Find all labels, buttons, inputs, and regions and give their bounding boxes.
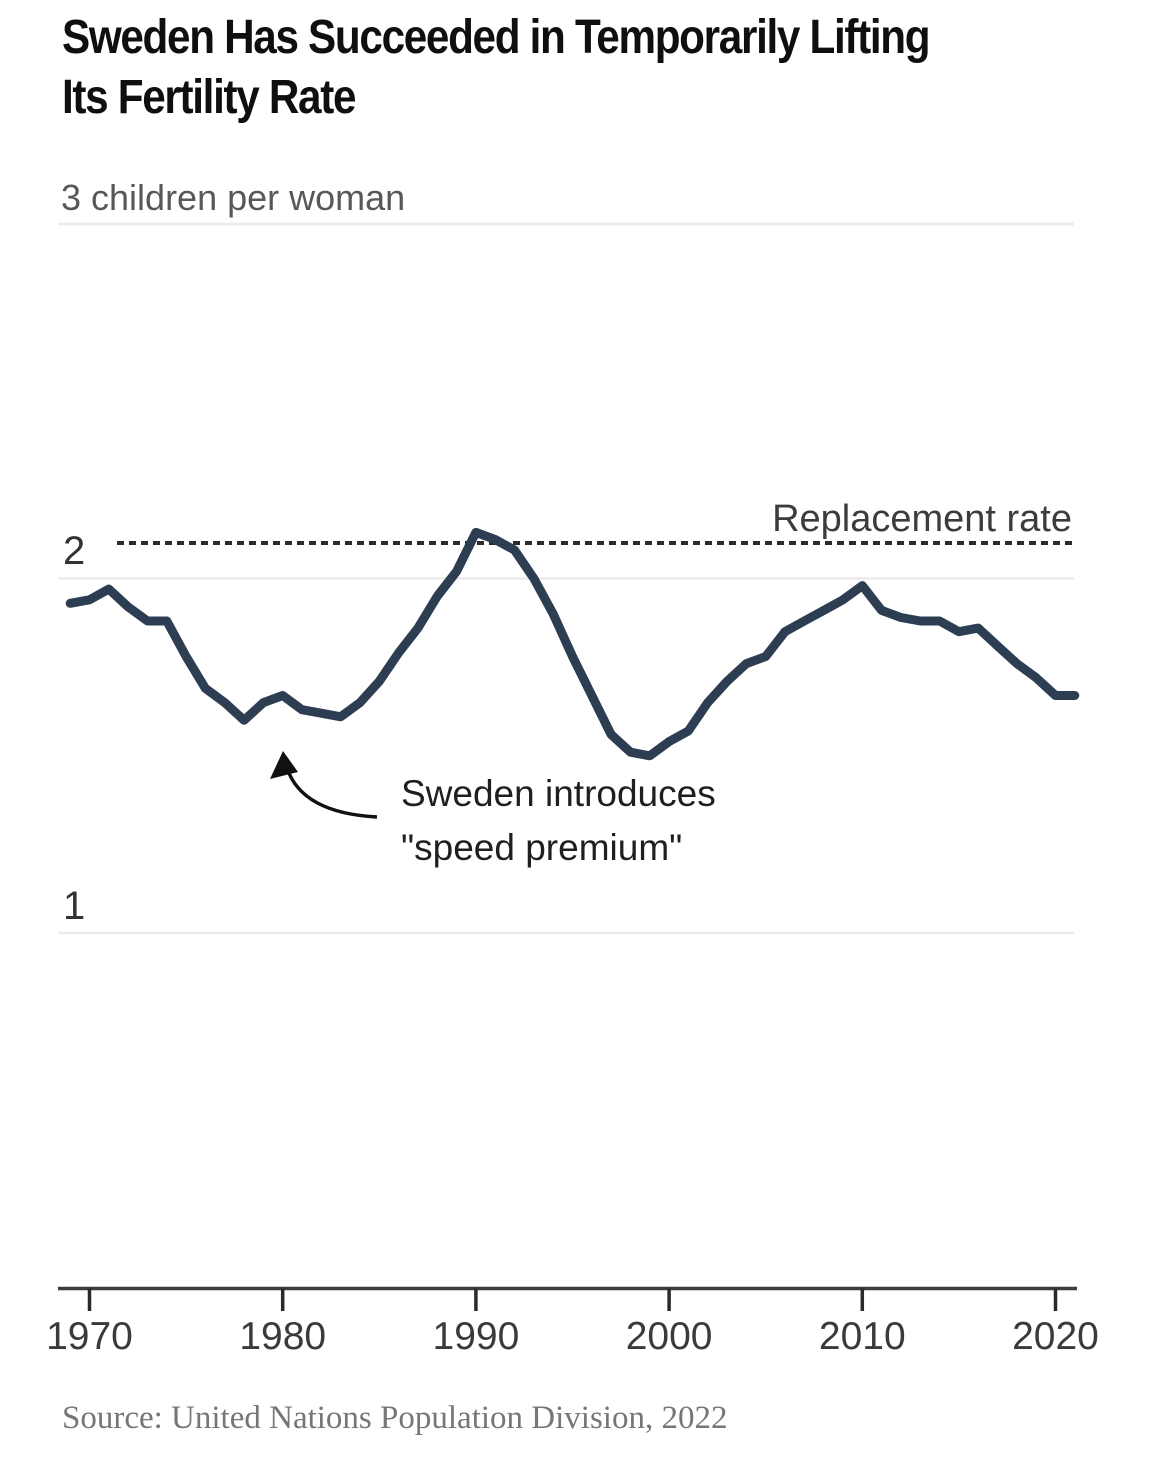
- chart-title-line-2: Its Fertility Rate: [62, 71, 356, 124]
- x-tick-label-2010: 2010: [819, 1315, 906, 1358]
- x-tick-label-2000: 2000: [626, 1315, 713, 1358]
- annotation-line-2: "speed premium": [401, 827, 682, 868]
- y-axis-unit-label: 3 children per woman: [61, 177, 405, 218]
- y-tick-label-2: 2: [63, 529, 85, 573]
- annotation-line-1: Sweden introduces: [401, 773, 716, 814]
- chart-title-line-1: Sweden Has Succeeded in Temporarily Lift…: [62, 11, 931, 64]
- y-tick-label-1: 1: [63, 884, 85, 928]
- y-gridlines: [58, 222, 1074, 935]
- x-tick-label-1990: 1990: [433, 1315, 520, 1358]
- source-note: Source: United Nations Population Divisi…: [62, 1400, 728, 1436]
- x-axis-ticks: [87, 1288, 1058, 1311]
- x-axis-tick-labels: 1970 1980 1990 2000 2010 2020: [46, 1315, 1099, 1358]
- replacement-rate-label: Replacement rate: [772, 498, 1072, 540]
- chart-title: Sweden Has Succeeded in Temporarily Lift…: [62, 8, 1030, 128]
- annotation-arrow: [285, 767, 378, 819]
- annotation-arrowhead-icon: [270, 751, 298, 779]
- x-tick-label-1970: 1970: [46, 1315, 133, 1358]
- x-tick-label-2020: 2020: [1012, 1315, 1099, 1358]
- x-tick-label-1980: 1980: [239, 1315, 326, 1358]
- fertility-rate-line: [65, 527, 1080, 761]
